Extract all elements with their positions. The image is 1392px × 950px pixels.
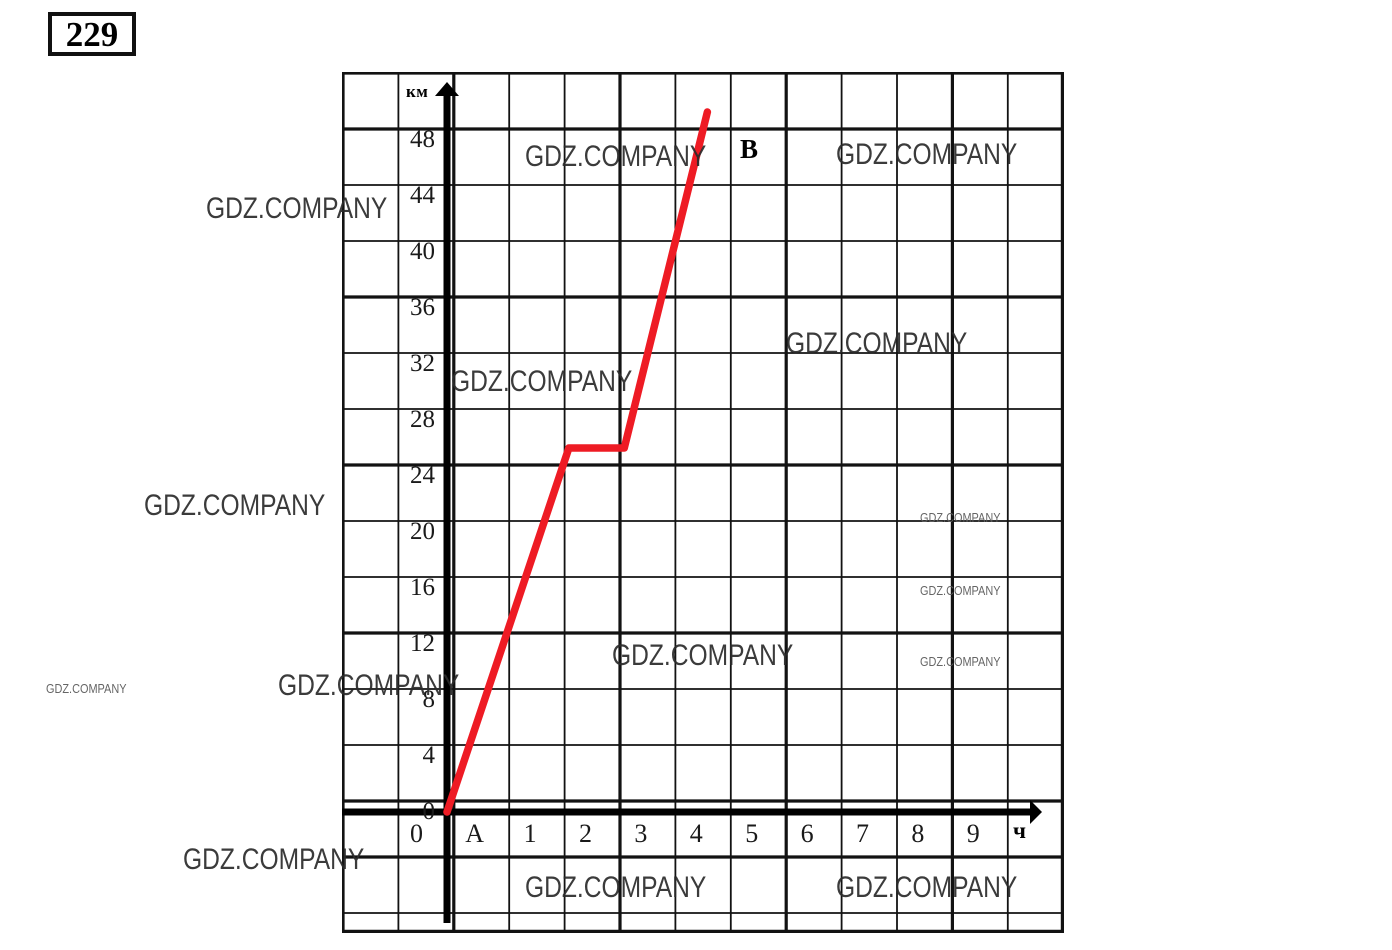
- y-tick-8: 8: [422, 686, 436, 713]
- y-tick-24: 24: [410, 462, 435, 489]
- x-tick-6: 6: [800, 819, 814, 848]
- chart-plot: [342, 82, 1042, 923]
- y-tick-48: 48: [410, 126, 435, 153]
- y-tick-16: 16: [410, 574, 435, 601]
- y-axis-unit-label: км: [406, 82, 429, 101]
- x-tick-2: 2: [579, 819, 592, 848]
- y-tick-4: 4: [422, 742, 436, 769]
- x-tick-5: 5: [745, 819, 759, 848]
- y-tick-20: 20: [410, 518, 435, 545]
- watermark-big-8: GDZ.COMPANY: [183, 843, 365, 876]
- watermark-small-0: GDZ.COMPANY: [46, 681, 127, 696]
- x-tick-4: 4: [689, 819, 703, 848]
- y-tick-0: 0: [422, 798, 436, 825]
- x-tick-1: 1: [523, 819, 537, 848]
- x-tick-0: 0: [410, 819, 424, 848]
- y-tick-12: 12: [410, 630, 435, 657]
- x-tick-9: 9: [966, 819, 980, 848]
- point-label-b: B: [740, 134, 759, 164]
- y-tick-44: 44: [410, 182, 435, 209]
- x-axis-unit-label: ч: [1013, 818, 1026, 843]
- graph-grid: [342, 72, 1064, 933]
- y-tick-40: 40: [410, 238, 435, 265]
- exercise-number: 229: [65, 14, 119, 54]
- grid-lines: [342, 72, 1064, 933]
- x-tick-7: 7: [856, 819, 869, 848]
- x-tick-8: 8: [911, 819, 925, 848]
- y-tick-36: 36: [410, 294, 435, 321]
- y-tick-28: 28: [410, 406, 435, 433]
- watermark-big-5: GDZ.COMPANY: [144, 489, 326, 522]
- y-tick-32: 32: [410, 350, 435, 377]
- x-tick-A: A: [465, 819, 485, 848]
- x-tick-3: 3: [634, 819, 648, 848]
- exercise-number-box: 229: [48, 12, 136, 56]
